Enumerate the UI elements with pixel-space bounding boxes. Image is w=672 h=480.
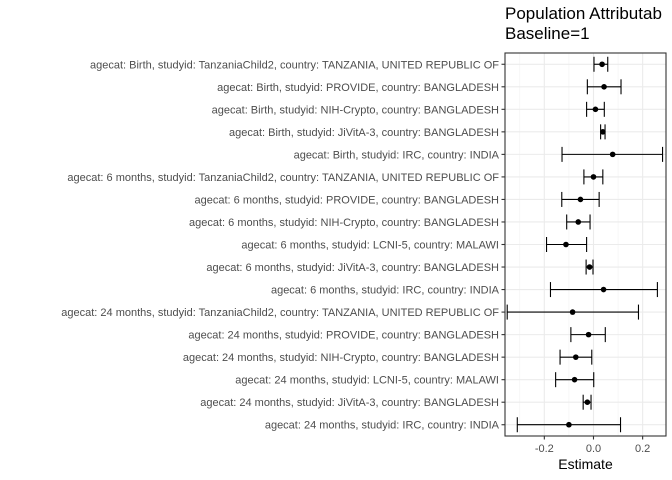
y-tick-label: agecat: Birth, studyid: NIH-Crypto, coun… <box>212 104 499 116</box>
y-axis: agecat: Birth, studyid: TanzaniaChild2, … <box>61 59 505 432</box>
y-tick-label: agecat: 24 months, studyid: PROVIDE, cou… <box>188 330 499 342</box>
y-tick-label: agecat: 24 months, studyid: LCNI-5, coun… <box>235 375 499 387</box>
y-tick-label: agecat: 6 months, studyid: NIH-Crypto, c… <box>189 217 499 229</box>
estimate-point <box>599 61 605 68</box>
estimate-point <box>585 331 592 338</box>
y-tick-label: agecat: 24 months, studyid: IRC, country… <box>265 420 500 432</box>
chart-marks <box>506 56 664 433</box>
y-tick-label: agecat: Birth, studyid: TanzaniaChild2, … <box>90 59 499 71</box>
x-tick-label: -0.2 <box>535 443 554 455</box>
estimate-point <box>586 264 593 270</box>
y-tick-label: agecat: Birth, studyid: PROVIDE, country… <box>217 82 499 94</box>
estimate-point <box>584 399 591 406</box>
x-axis-label: Estimate <box>558 456 613 472</box>
estimate-point <box>600 286 607 293</box>
estimate-point <box>571 376 578 383</box>
estimate-point <box>566 421 572 428</box>
estimate-point <box>563 241 569 248</box>
estimate-point <box>609 151 616 158</box>
y-tick-label: agecat: Birth, studyid: JiVitA-3, countr… <box>229 127 499 139</box>
chart-title: Population Attributab Baseline=1 <box>505 4 662 43</box>
estimate-point <box>577 196 584 203</box>
y-tick-label: agecat: 6 months, studyid: JiVitA-3, cou… <box>206 262 499 274</box>
x-axis: -0.2 0.0 0.2 <box>535 436 650 455</box>
y-tick-label: agecat: 24 months, studyid: NIH-Crypto, … <box>183 352 499 364</box>
x-tick-label: 0.2 <box>635 443 650 455</box>
y-tick-label: agecat: 24 months, studyid: TanzaniaChil… <box>61 307 499 319</box>
y-tick-label: agecat: 6 months, studyid: IRC, country:… <box>271 285 500 297</box>
estimate-point <box>572 354 579 360</box>
estimate-point <box>601 83 607 90</box>
estimate-point <box>569 309 576 315</box>
estimate-point <box>590 174 597 180</box>
y-tick-label: agecat: 6 months, studyid: LCNI-5, count… <box>241 240 499 252</box>
estimate-point <box>600 129 606 135</box>
x-tick-label: 0.0 <box>586 443 601 455</box>
y-tick-label: agecat: 6 months, studyid: TanzaniaChild… <box>67 172 499 184</box>
y-tick-label: agecat: 24 months, studyid: JiVitA-3, co… <box>200 397 499 409</box>
y-tick-label: agecat: Birth, studyid: IRC, country: IN… <box>294 149 500 161</box>
y-tick-label: agecat: 6 months, studyid: PROVIDE, coun… <box>195 194 500 206</box>
estimate-point <box>575 219 582 225</box>
estimate-point <box>592 106 599 113</box>
